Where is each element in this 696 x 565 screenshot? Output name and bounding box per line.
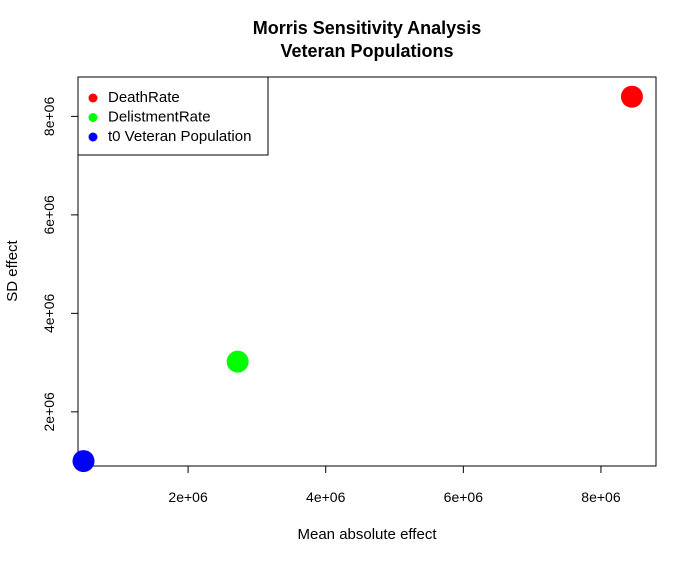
x-tick-label: 2e+06 [168, 489, 208, 505]
x-axis-label: Mean absolute effect [298, 526, 438, 543]
y-tick-label: 8e+06 [41, 97, 57, 137]
y-tick-label: 2e+06 [41, 392, 57, 432]
legend-label: t0 Veteran Population [108, 128, 251, 145]
legend: DeathRate DelistmentRate t0 Veteran Popula… [77, 76, 269, 156]
x-tick-label: 4e+06 [306, 489, 346, 505]
data-point [620, 85, 643, 108]
plot-frame [77, 76, 657, 467]
y-axis-label: SD effect [4, 239, 21, 301]
data-point [226, 350, 249, 373]
data-points [72, 85, 643, 473]
chart-subtitle: Veteran Populations [280, 41, 453, 61]
chart-title: Morris Sensitivity Analysis [253, 18, 481, 38]
legend-marker [88, 93, 98, 103]
legend-box [77, 76, 269, 156]
legend-marker [88, 132, 98, 142]
legend-marker [88, 113, 98, 122]
x-tick-label: 8e+06 [581, 489, 621, 505]
y-axis: 2e+06 4e+06 6e+06 8e+06 [41, 97, 78, 432]
data-point [72, 450, 95, 473]
x-tick-label: 6e+06 [444, 489, 484, 505]
x-axis: 2e+06 4e+06 6e+06 8e+06 [168, 466, 621, 505]
y-tick-label: 4e+06 [41, 293, 57, 333]
y-tick-label: 6e+06 [41, 195, 57, 235]
legend-label: DeathRate [108, 89, 180, 106]
legend-label: DelistmentRate [108, 108, 211, 125]
